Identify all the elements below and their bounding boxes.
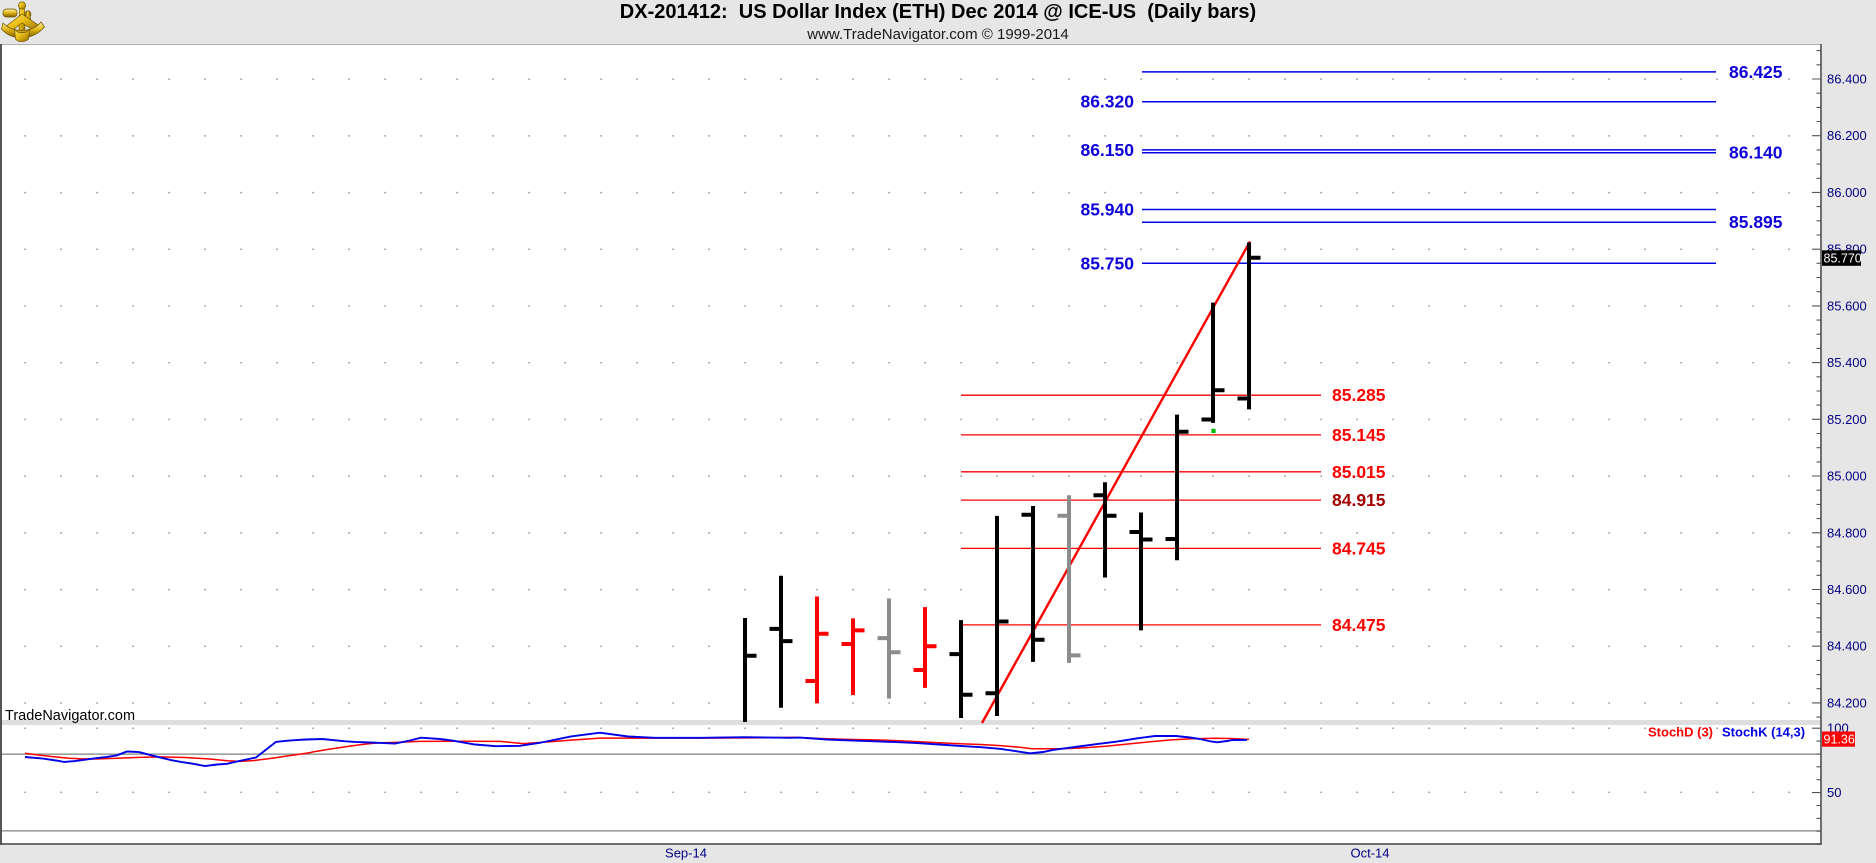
svg-text:85.940: 85.940 <box>1080 200 1134 220</box>
svg-text:84.475: 84.475 <box>1332 615 1386 635</box>
svg-text:StochK (14,3): StochK (14,3) <box>1722 725 1805 740</box>
svg-text:86.000: 86.000 <box>1827 185 1867 200</box>
svg-text:85.400: 85.400 <box>1827 355 1867 370</box>
svg-text:84.915: 84.915 <box>1332 490 1386 510</box>
svg-text:85.895: 85.895 <box>1729 212 1783 232</box>
svg-text:TradeNavigator.com: TradeNavigator.com <box>5 708 135 724</box>
svg-text:86.140: 86.140 <box>1729 143 1783 163</box>
svg-text:85.600: 85.600 <box>1827 298 1867 313</box>
svg-text:85.145: 85.145 <box>1332 425 1386 445</box>
svg-text:85.750: 85.750 <box>1080 253 1134 273</box>
svg-text:86.425: 86.425 <box>1729 62 1783 82</box>
svg-text:84.800: 84.800 <box>1827 525 1867 540</box>
svg-text:Oct-14: Oct-14 <box>1350 846 1389 861</box>
svg-text:Sep-14: Sep-14 <box>665 846 707 861</box>
svg-text:50: 50 <box>1827 785 1841 800</box>
svg-text:85.000: 85.000 <box>1827 469 1867 484</box>
svg-text:91.36: 91.36 <box>1824 733 1855 747</box>
svg-text:85.200: 85.200 <box>1827 412 1867 427</box>
svg-text:84.745: 84.745 <box>1332 538 1386 558</box>
svg-text:86.200: 86.200 <box>1827 128 1867 143</box>
svg-text:85.015: 85.015 <box>1332 462 1386 482</box>
svg-text:84.400: 84.400 <box>1827 639 1867 654</box>
svg-text:85.770: 85.770 <box>1824 252 1862 266</box>
svg-text:84.600: 84.600 <box>1827 582 1867 597</box>
svg-text:84.200: 84.200 <box>1827 695 1867 710</box>
svg-text:86.150: 86.150 <box>1080 140 1134 160</box>
svg-text:85.285: 85.285 <box>1332 385 1386 405</box>
svg-text:86.400: 86.400 <box>1827 72 1867 87</box>
svg-text:StochD (3): StochD (3) <box>1648 725 1713 740</box>
svg-text:86.320: 86.320 <box>1080 92 1134 112</box>
